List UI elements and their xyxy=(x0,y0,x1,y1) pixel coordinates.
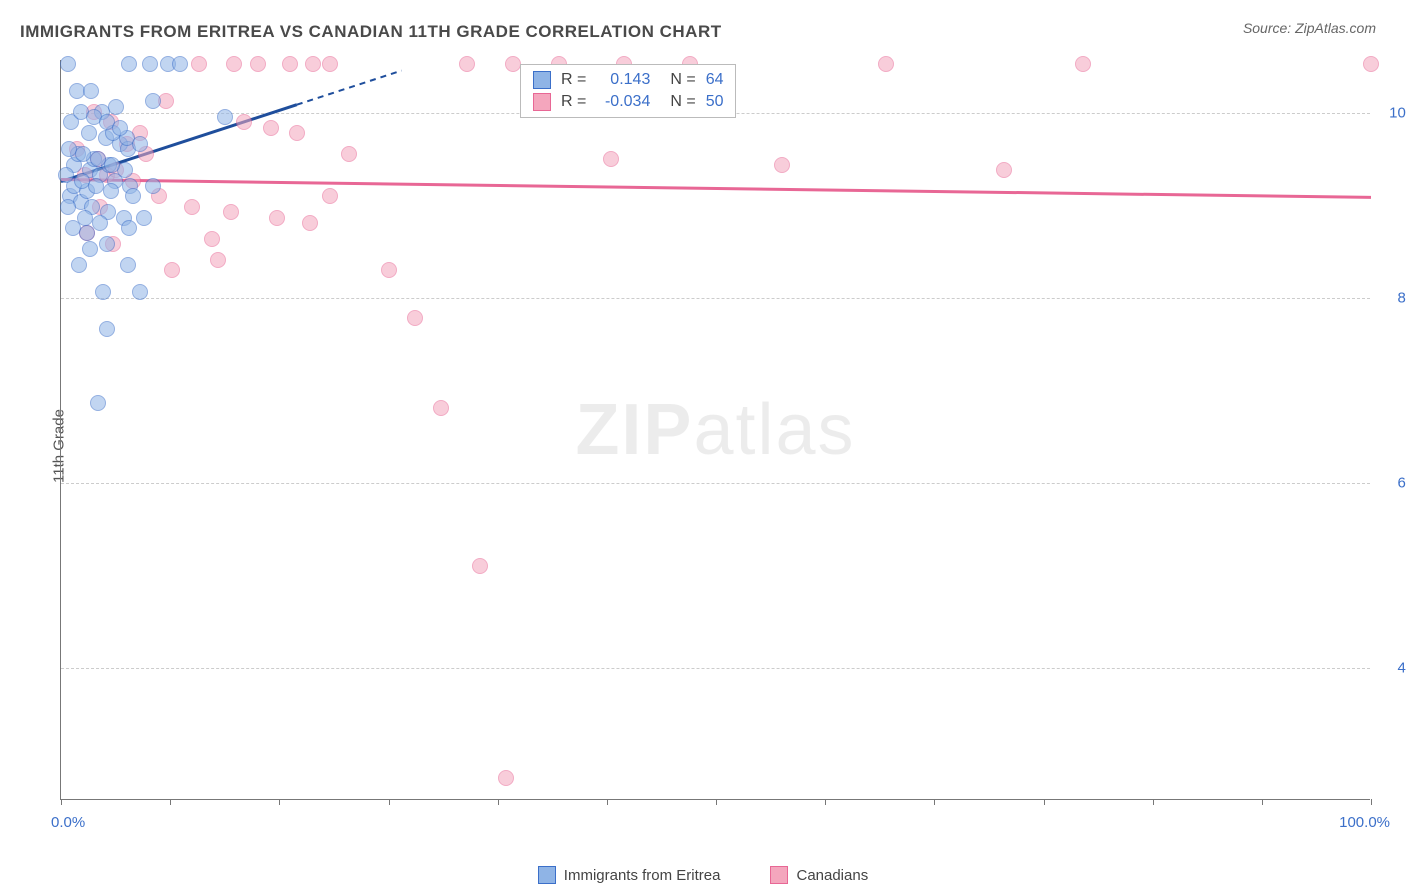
scatter-point xyxy=(121,220,137,236)
scatter-point xyxy=(1075,56,1091,72)
scatter-point xyxy=(250,56,266,72)
scatter-point xyxy=(282,56,298,72)
scatter-point xyxy=(341,146,357,162)
scatter-point xyxy=(95,284,111,300)
scatter-point xyxy=(498,770,514,786)
scatter-point xyxy=(145,178,161,194)
scatter-point xyxy=(121,56,137,72)
scatter-point xyxy=(71,257,87,273)
scatter-point xyxy=(108,99,124,115)
x-tick-label-left: 0.0% xyxy=(51,814,85,831)
scatter-point xyxy=(322,188,338,204)
legend-n-label: N = xyxy=(670,71,695,89)
legend-swatch xyxy=(533,71,551,89)
scatter-point xyxy=(136,210,152,226)
scatter-point xyxy=(305,56,321,72)
y-tick-label: 100.0% xyxy=(1380,104,1406,121)
scatter-point xyxy=(79,225,95,241)
trend-line-dashed xyxy=(297,71,402,105)
chart-title: IMMIGRANTS FROM ERITREA VS CANADIAN 11TH… xyxy=(20,22,722,42)
y-tick-label: 65.0% xyxy=(1380,474,1406,491)
trend-line-solid xyxy=(61,179,1371,197)
x-tick xyxy=(1371,799,1372,805)
legend-n-value: 50 xyxy=(706,93,724,111)
scatter-point xyxy=(191,56,207,72)
scatter-point xyxy=(125,188,141,204)
y-tick-label: 82.5% xyxy=(1380,289,1406,306)
trend-layer xyxy=(61,60,1371,800)
scatter-point xyxy=(381,262,397,278)
scatter-point xyxy=(322,56,338,72)
scatter-point xyxy=(172,56,188,72)
scatter-point xyxy=(104,157,120,173)
scatter-point xyxy=(505,56,521,72)
scatter-point xyxy=(263,120,279,136)
chart-container: IMMIGRANTS FROM ERITREA VS CANADIAN 11TH… xyxy=(0,0,1406,892)
legend-r-label: R = xyxy=(561,71,586,89)
scatter-point xyxy=(210,252,226,268)
scatter-point xyxy=(217,109,233,125)
legend-n-label: N = xyxy=(670,93,695,111)
scatter-point xyxy=(407,310,423,326)
scatter-point xyxy=(459,56,475,72)
scatter-point xyxy=(184,199,200,215)
scatter-point xyxy=(472,558,488,574)
scatter-point xyxy=(99,236,115,252)
legend-item-canadians: Canadians xyxy=(770,866,868,884)
scatter-point xyxy=(58,167,74,183)
legend-r-label: R = xyxy=(561,93,586,111)
scatter-point xyxy=(99,321,115,337)
scatter-point xyxy=(226,56,242,72)
legend-r-value: 0.143 xyxy=(596,71,650,89)
scatter-point xyxy=(236,114,252,130)
scatter-point xyxy=(83,83,99,99)
scatter-point xyxy=(103,183,119,199)
scatter-point xyxy=(774,157,790,173)
swatch-canadians xyxy=(770,866,788,884)
scatter-point xyxy=(996,162,1012,178)
scatter-point xyxy=(603,151,619,167)
scatter-point xyxy=(302,215,318,231)
scatter-point xyxy=(60,56,76,72)
scatter-point xyxy=(289,125,305,141)
scatter-point xyxy=(92,215,108,231)
scatter-point xyxy=(90,395,106,411)
legend-r-value: -0.034 xyxy=(596,93,650,111)
y-tick-label: 47.5% xyxy=(1380,659,1406,676)
legend-label-eritrea: Immigrants from Eritrea xyxy=(564,867,721,884)
scatter-point xyxy=(223,204,239,220)
scatter-point xyxy=(164,262,180,278)
scatter-point xyxy=(81,125,97,141)
series-legend: Immigrants from Eritrea Canadians xyxy=(0,866,1406,884)
scatter-point xyxy=(1363,56,1379,72)
scatter-point xyxy=(204,231,220,247)
legend-swatch xyxy=(533,93,551,111)
scatter-point xyxy=(269,210,285,226)
scatter-point xyxy=(60,199,76,215)
scatter-point xyxy=(120,257,136,273)
x-tick-label-right: 100.0% xyxy=(1339,814,1390,831)
scatter-point xyxy=(433,400,449,416)
correlation-legend: R = 0.143 N = 64 R = -0.034 N = 50 xyxy=(520,64,736,118)
correlation-legend-row: R = 0.143 N = 64 xyxy=(533,71,723,89)
correlation-legend-row: R = -0.034 N = 50 xyxy=(533,93,723,111)
scatter-point xyxy=(82,241,98,257)
scatter-point xyxy=(132,136,148,152)
legend-item-eritrea: Immigrants from Eritrea xyxy=(538,866,721,884)
scatter-point xyxy=(145,93,161,109)
source-attribution: Source: ZipAtlas.com xyxy=(1243,20,1376,36)
swatch-eritrea xyxy=(538,866,556,884)
legend-n-value: 64 xyxy=(706,71,724,89)
scatter-point xyxy=(878,56,894,72)
legend-label-canadians: Canadians xyxy=(796,867,868,884)
scatter-point xyxy=(77,210,93,226)
plot-area: ZIPatlas 47.5%65.0%82.5%100.0%0.0%100.0% xyxy=(60,60,1370,800)
scatter-point xyxy=(112,120,128,136)
scatter-point xyxy=(132,284,148,300)
scatter-point xyxy=(142,56,158,72)
